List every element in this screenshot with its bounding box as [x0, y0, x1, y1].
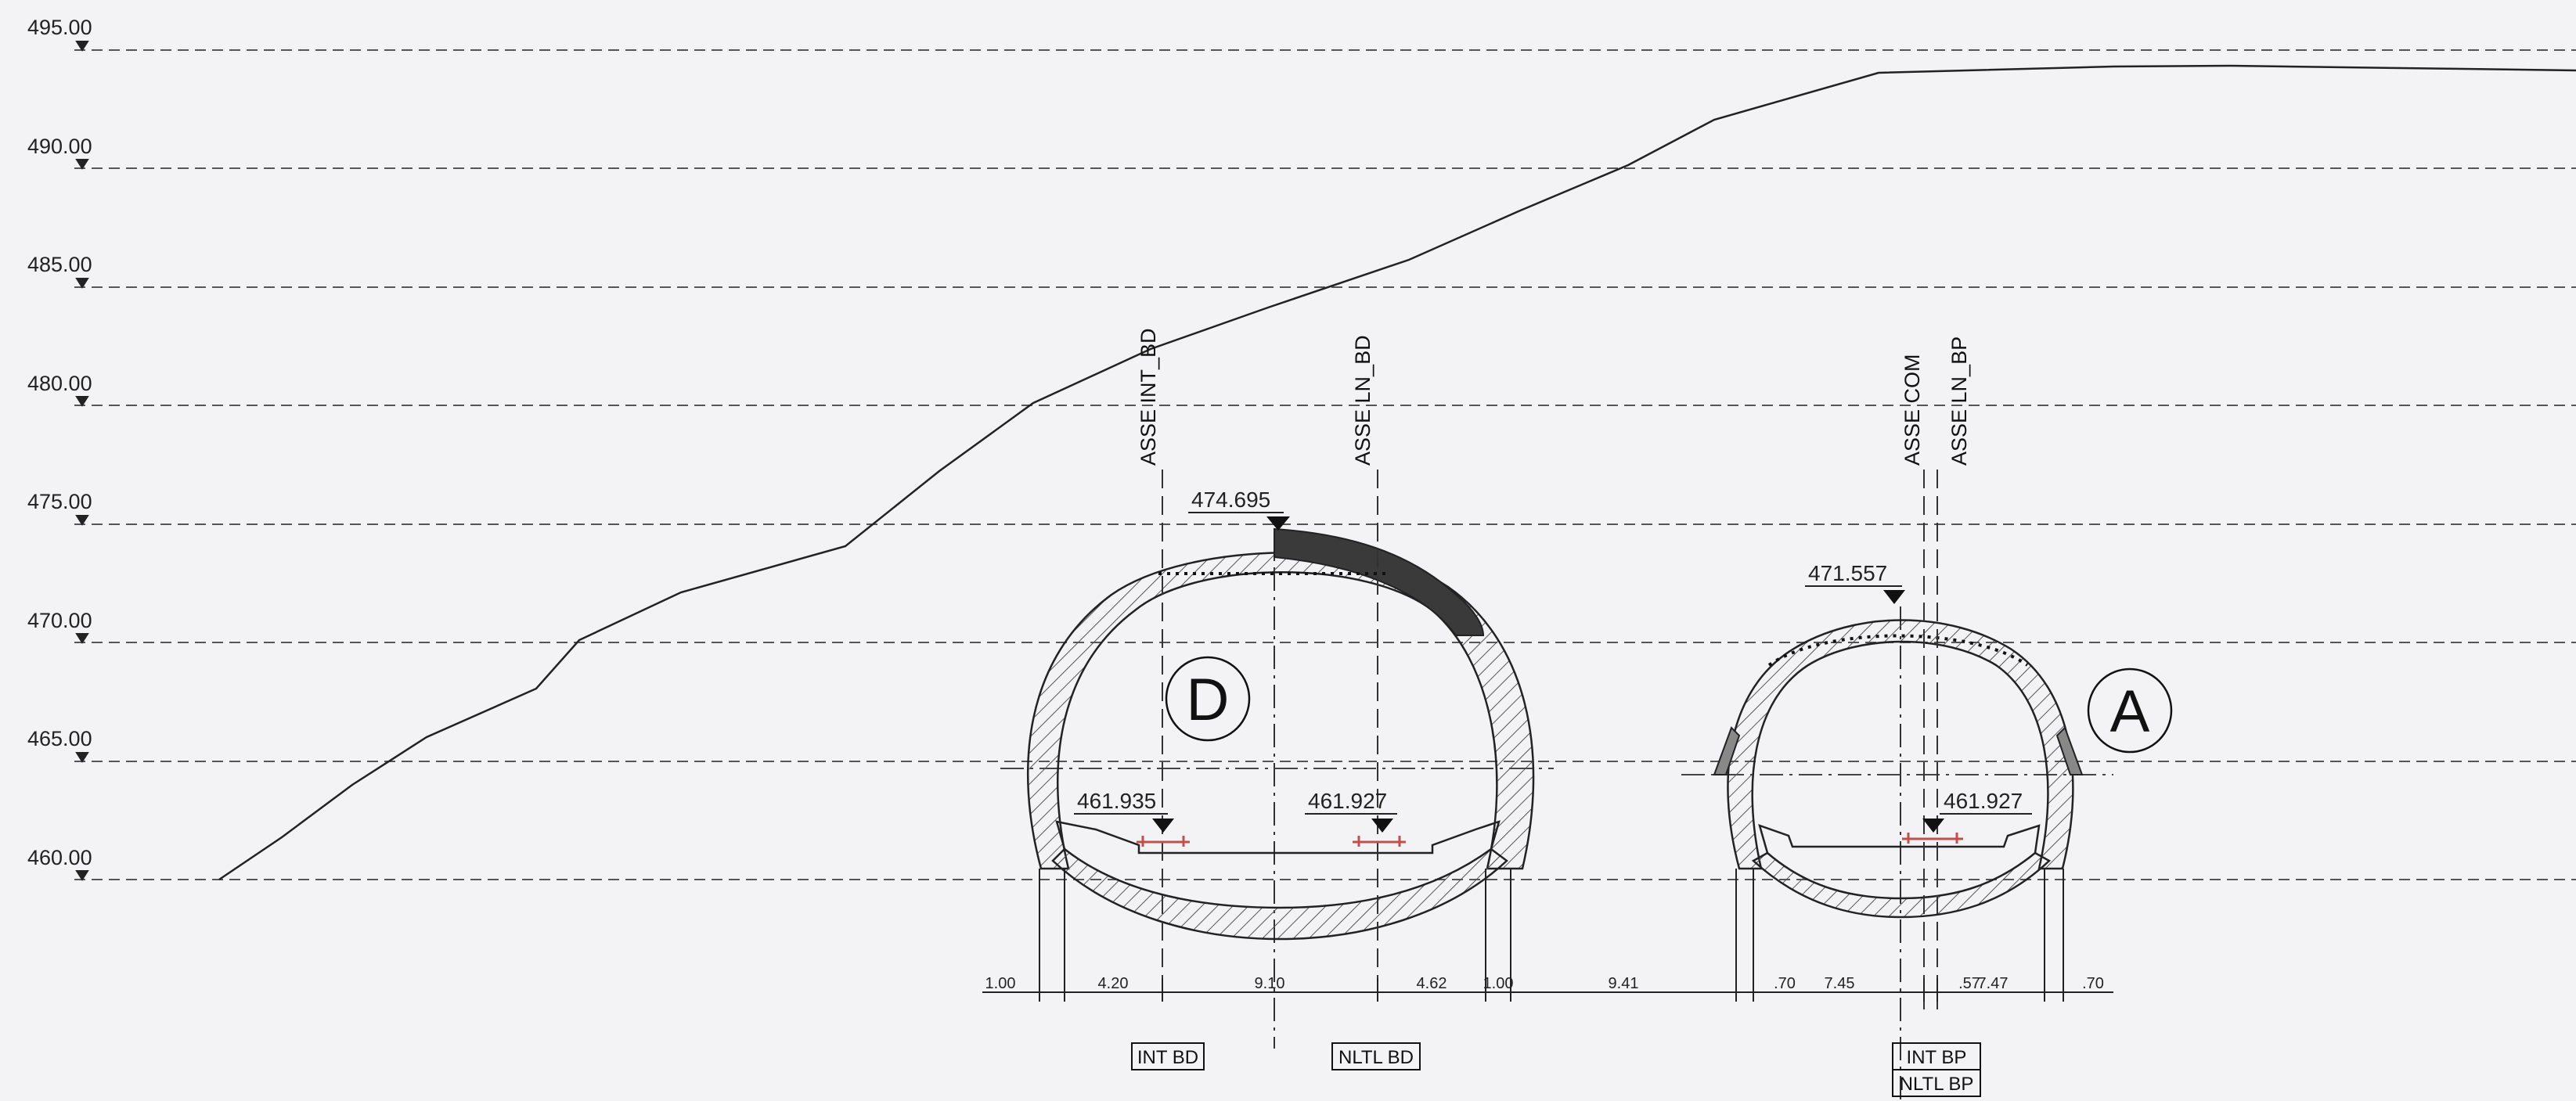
elevation-label: 460.00	[27, 846, 92, 869]
elevation-label: 475.00	[27, 490, 92, 513]
tunnel-a-outer-lining	[1727, 619, 2074, 870]
tunnel-a-tag-int: INT BP	[1907, 1047, 1967, 1068]
level-marker-icon	[75, 633, 89, 644]
tunnel-d-invert	[1051, 847, 1508, 941]
tunnel-a-label-circle	[2087, 667, 2173, 754]
tunnel-d-rail-marker-right-icon	[1371, 819, 1393, 833]
tunnel-d-rails	[1137, 836, 1406, 847]
tunnel-a-rail-marker-icon	[1922, 819, 1944, 833]
dimension-label: 7.47	[1978, 975, 2009, 992]
dimension-label: 9.10	[1255, 975, 1285, 992]
rail-icon	[1353, 836, 1406, 847]
level-marker-icon	[75, 278, 89, 289]
tunnel-d-tag-box-nltl	[1331, 1042, 1421, 1070]
level-marker-icon	[75, 396, 89, 407]
dimension-ticks	[1039, 869, 2064, 1002]
tunnel-a-crown-marker-icon	[1883, 590, 1905, 604]
level-marker-icon	[75, 752, 89, 763]
dimension-label: 9.41	[1609, 975, 1639, 992]
elevation-markers	[75, 41, 89, 881]
dimension-label: .70	[2082, 975, 2104, 992]
dimension-label: 7.45	[1825, 975, 1855, 992]
elevation-label: 495.00	[27, 16, 92, 39]
dimension-label: 4.62	[1417, 975, 1447, 992]
level-marker-icon	[75, 159, 89, 170]
terrain-profile	[218, 64, 2576, 881]
dimension-label: 1.00	[1483, 975, 1514, 992]
dimension-label: 4.20	[1098, 975, 1129, 992]
tunnel-a-letter: A	[2110, 678, 2150, 745]
tunnel-d-axis-label-ln: ASSE LN_BD	[1351, 335, 1374, 466]
tunnel-d-tag-nltl: NLTL BD	[1338, 1047, 1414, 1068]
dimension-chain	[982, 869, 2113, 1002]
level-marker-icon	[75, 870, 89, 881]
tunnel-a-left-wing	[1713, 726, 1741, 775]
tunnel-d: D 474.695 461.935 461.927 ASSE INT_BD AS…	[1000, 328, 1554, 1070]
tunnel-d-letter: D	[1187, 667, 1230, 733]
tunnel-a-axis-label-ln: ASSE LN_BP	[1947, 336, 1971, 466]
elevation-grid	[74, 49, 2576, 880]
tunnel-d-rail-level-left: 461.935	[1077, 789, 1156, 813]
tunnel-d-axis-label-int: ASSE INT_BD	[1137, 328, 1160, 466]
elevation-label: 470.00	[27, 609, 92, 632]
tunnel-a-tag-nltl: NLTL BP	[1900, 1074, 1974, 1095]
tunnel-a-tag-box-nltl	[1892, 1069, 1981, 1097]
tunnel-d-rail-level-right: 461.927	[1308, 789, 1387, 813]
tunnel-d-reinforcement	[1274, 527, 1485, 636]
rail-icon	[1137, 836, 1190, 847]
tunnel-d-label-circle	[1165, 656, 1251, 742]
level-marker-icon	[75, 515, 89, 526]
dimension-label: 1.00	[985, 975, 1016, 992]
tunnel-a-axis-label-com: ASSE COM	[1900, 354, 1924, 466]
elevation-label: 490.00	[27, 135, 92, 158]
elevation-label: 465.00	[27, 727, 92, 750]
tunnel-d-outer-lining	[1027, 552, 1535, 870]
tunnel-a: A 471.557 461.927 ASSE COM ASSE LN_BP IN…	[1681, 336, 2173, 1101]
tunnel-d-crown-marker-icon	[1266, 516, 1290, 531]
tunnel-a-invert	[1751, 851, 2052, 919]
rail-icon	[1902, 833, 1963, 844]
tunnel-d-tag-box-int	[1131, 1042, 1205, 1070]
tunnel-a-platform	[1758, 824, 2041, 854]
elevation-label: 480.00	[27, 372, 92, 395]
tunnel-a-rail-level: 461.927	[1944, 789, 2023, 813]
tunnel-d-tag-int: INT BD	[1137, 1047, 1198, 1068]
tunnel-d-platform	[1055, 820, 1501, 855]
level-marker-icon	[75, 41, 89, 52]
dimension-label: .70	[1774, 975, 1796, 992]
tunnel-d-rail-marker-left-icon	[1152, 819, 1174, 833]
dimension-label: .57	[1958, 975, 1980, 992]
elevation-label: 485.00	[27, 253, 92, 276]
tunnel-a-right-wing	[2055, 726, 2084, 775]
tunnel-a-crown-level: 471.557	[1808, 561, 1887, 585]
tunnel-d-crown-level: 474.695	[1191, 488, 1270, 512]
elevation-labels: 495.00 490.00 485.00 480.00 475.00 470.0…	[27, 16, 92, 869]
dimension-labels: 1.00 4.20 9.10 4.62 1.00 9.41 .70 7.45 .…	[985, 975, 2104, 992]
